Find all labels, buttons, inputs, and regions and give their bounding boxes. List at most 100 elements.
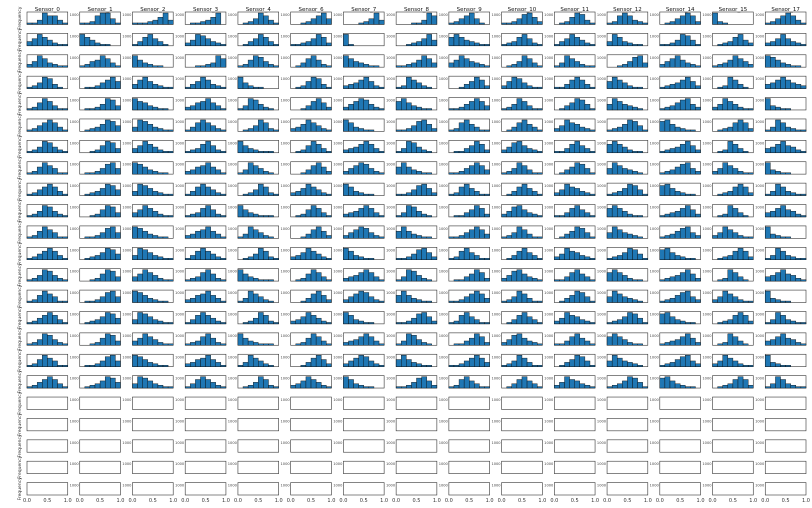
histogram-bar bbox=[469, 81, 475, 89]
histogram-bar bbox=[406, 44, 412, 46]
histogram-bar bbox=[263, 363, 269, 367]
histogram-bar bbox=[300, 62, 307, 68]
histogram-bar bbox=[205, 315, 211, 325]
histogram-bar bbox=[215, 169, 222, 175]
histogram-bar bbox=[531, 300, 538, 303]
histogram-bar bbox=[343, 342, 349, 346]
histogram-bar bbox=[785, 145, 791, 153]
panel-frame bbox=[290, 396, 332, 410]
histogram-bar bbox=[205, 162, 211, 175]
histogram-bar bbox=[62, 108, 68, 111]
y-tick-label: 1000 bbox=[755, 77, 765, 81]
histogram-bar bbox=[36, 166, 43, 175]
histogram-bar bbox=[416, 185, 422, 196]
histogram-bar bbox=[458, 186, 465, 196]
histogram-bar bbox=[373, 340, 380, 346]
y-tick-label: 1000 bbox=[281, 13, 291, 17]
histogram-bar bbox=[184, 386, 191, 389]
histogram-bar bbox=[273, 65, 279, 68]
histogram-bar bbox=[722, 213, 729, 218]
histogram-bar bbox=[537, 65, 543, 68]
histogram-bar bbox=[564, 148, 570, 153]
histogram-bar bbox=[343, 248, 349, 260]
y-tick-label: 1000 bbox=[122, 462, 132, 466]
histogram-bar bbox=[421, 183, 427, 196]
histogram-bar bbox=[363, 193, 370, 196]
y-tick-label: 1000 bbox=[228, 227, 238, 231]
y-tick-label: 1000 bbox=[755, 120, 765, 124]
histogram-bar bbox=[184, 42, 191, 46]
histogram-bar bbox=[727, 101, 734, 111]
histogram-bar bbox=[732, 336, 739, 346]
histogram-bar bbox=[679, 228, 686, 239]
histogram-bar bbox=[795, 322, 802, 325]
histogram-bar bbox=[421, 213, 427, 218]
histogram-bar bbox=[258, 34, 264, 46]
histogram-bar bbox=[353, 357, 359, 367]
histogram-bar bbox=[215, 362, 222, 367]
histogram-bar bbox=[62, 129, 68, 132]
panel-frame bbox=[79, 418, 121, 432]
histogram-bar bbox=[142, 295, 148, 303]
histogram-bar bbox=[574, 141, 580, 153]
histogram-bar bbox=[395, 129, 402, 132]
histogram-bar bbox=[770, 57, 776, 68]
histogram-bar bbox=[479, 272, 485, 282]
y-tick-label: 1000 bbox=[597, 484, 607, 488]
histogram-bar bbox=[47, 357, 53, 367]
histogram-bar bbox=[42, 379, 48, 389]
y-tick-label: 1000 bbox=[439, 355, 449, 359]
histogram-bar bbox=[205, 355, 211, 367]
histogram-bar bbox=[242, 44, 249, 46]
histogram-bar bbox=[506, 235, 512, 239]
histogram-bar bbox=[353, 146, 359, 153]
histogram-bar bbox=[695, 106, 701, 111]
histogram-bar bbox=[722, 42, 729, 46]
histogram-bar bbox=[200, 312, 206, 325]
histogram-bar bbox=[516, 122, 523, 132]
histogram-bar bbox=[190, 213, 196, 218]
histogram-bar bbox=[421, 108, 427, 111]
histogram-bar bbox=[448, 365, 455, 367]
histogram-bar bbox=[421, 248, 427, 260]
histogram-bar bbox=[162, 386, 169, 389]
histogram-bar bbox=[526, 276, 533, 282]
histogram-bar bbox=[142, 76, 148, 89]
histogram-bar bbox=[458, 151, 465, 153]
histogram-bar bbox=[800, 343, 807, 346]
histogram-bar bbox=[295, 65, 302, 68]
histogram-bar bbox=[147, 34, 154, 46]
y-tick-label: 1000 bbox=[544, 56, 554, 60]
histogram-bar bbox=[727, 205, 734, 218]
y-tick-label: 1000 bbox=[544, 227, 554, 231]
histogram-bar bbox=[258, 119, 264, 132]
y-tick-label: 1000 bbox=[228, 163, 238, 167]
histogram-bar bbox=[627, 376, 633, 389]
x-tick-label: 0.0 bbox=[550, 498, 558, 504]
histogram-bar bbox=[104, 333, 111, 346]
panel-frame bbox=[237, 460, 279, 474]
histogram-bar bbox=[110, 226, 116, 239]
y-tick-label: 1000 bbox=[228, 334, 238, 338]
histogram-bar bbox=[157, 278, 164, 282]
histogram-bar bbox=[115, 360, 121, 367]
y-tick-label: 1000 bbox=[386, 120, 396, 124]
y-tick-label: 1000 bbox=[175, 248, 185, 252]
histogram-bar bbox=[426, 300, 432, 303]
histogram-bar bbox=[664, 85, 671, 89]
y-tick-label: 1000 bbox=[491, 462, 501, 466]
x-tick-label: 1.0 bbox=[538, 498, 546, 504]
histogram-bar bbox=[89, 172, 96, 175]
histogram-bar bbox=[132, 255, 138, 260]
histogram-bar bbox=[742, 365, 749, 367]
histogram-bar bbox=[273, 258, 279, 260]
y-tick-label: 1000 bbox=[439, 13, 449, 17]
histogram-bar bbox=[310, 55, 317, 68]
histogram-bar bbox=[315, 336, 322, 346]
y-tick-label: 1000 bbox=[175, 141, 185, 145]
histogram-bar bbox=[637, 317, 643, 325]
y-tick-label: 1000 bbox=[386, 34, 396, 38]
y-tick-label: 1000 bbox=[333, 34, 343, 38]
histogram-bar bbox=[200, 272, 206, 282]
histogram-bar bbox=[147, 64, 154, 68]
